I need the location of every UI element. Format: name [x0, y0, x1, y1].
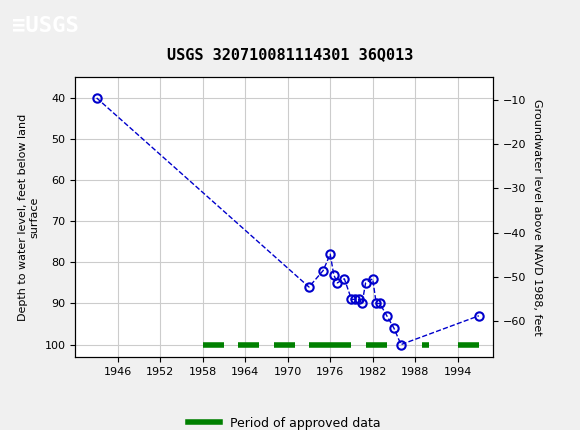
Text: USGS 320710081114301 36Q013: USGS 320710081114301 36Q013	[167, 47, 413, 62]
Legend: Period of approved data: Period of approved data	[183, 412, 385, 430]
Y-axis label: Depth to water level, feet below land
surface: Depth to water level, feet below land su…	[17, 114, 39, 321]
Text: ≡USGS: ≡USGS	[12, 16, 78, 36]
Y-axis label: Groundwater level above NAVD 1988, feet: Groundwater level above NAVD 1988, feet	[532, 99, 542, 335]
